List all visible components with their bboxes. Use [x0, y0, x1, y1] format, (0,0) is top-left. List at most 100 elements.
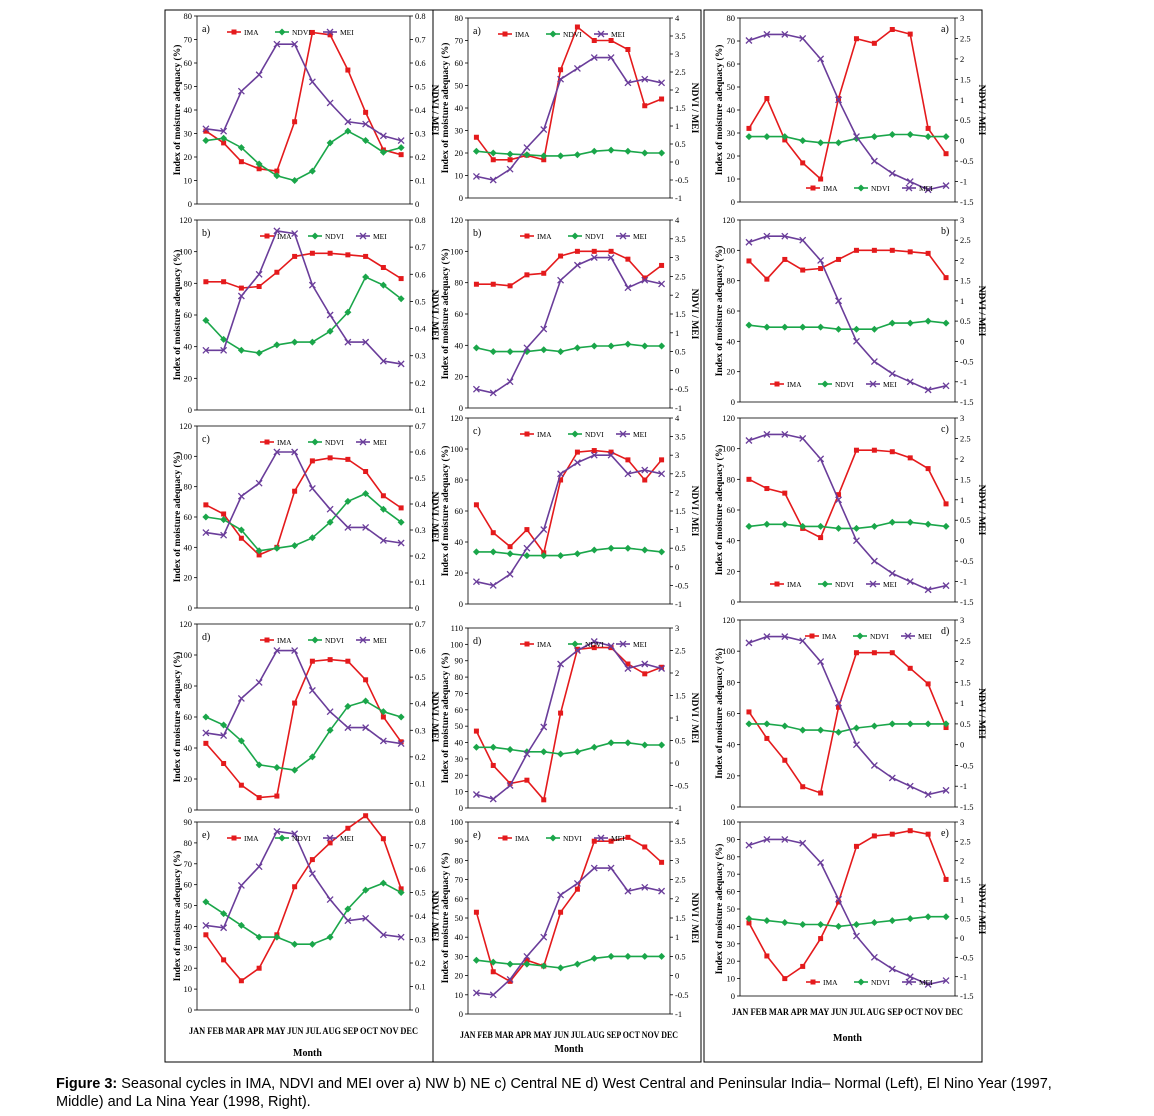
- panel-letter: e): [941, 828, 949, 839]
- right-tick-label: 3.5: [675, 432, 686, 442]
- right-tick-label: 0.7: [415, 35, 426, 45]
- point-ima: [659, 859, 665, 865]
- point-ndvi: [906, 518, 914, 526]
- right-tick-label: -1: [960, 781, 967, 791]
- legend-label-mei: MEI: [919, 978, 933, 987]
- point-ndvi: [624, 340, 632, 348]
- point-mei: [817, 658, 825, 666]
- right-tick-label: 0.1: [415, 176, 426, 186]
- point-ndvi: [506, 150, 514, 158]
- left-tick-label: 120: [179, 215, 192, 225]
- point-ima: [558, 909, 564, 915]
- left-tick-label: 10: [455, 787, 464, 797]
- right-tick-label: 0: [415, 805, 419, 815]
- right-tick-label: 2: [675, 894, 679, 904]
- point-mei: [607, 451, 615, 459]
- left-tick-label: 70: [455, 36, 464, 46]
- point-mei: [237, 694, 245, 702]
- left-tick-label: 100: [722, 817, 735, 827]
- point-ndvi: [472, 548, 480, 556]
- right-tick-label: 1: [675, 932, 679, 942]
- point-ndvi: [506, 550, 514, 558]
- point-mei: [202, 729, 210, 737]
- series-line-ima: [748, 449, 947, 539]
- point-mei: [489, 581, 497, 589]
- right-tick-label: 1: [675, 328, 679, 338]
- point-ima: [558, 710, 564, 716]
- point-ima: [764, 735, 770, 741]
- point-mei: [590, 864, 598, 872]
- right-tick-label: 0.4: [415, 699, 426, 709]
- point-ima: [574, 248, 580, 254]
- left-tick-label: 0: [188, 1005, 192, 1015]
- legend: IMA NDVI MEI: [260, 232, 387, 241]
- point-mei: [745, 841, 753, 849]
- legend-marker-ima: [810, 979, 816, 985]
- point-mei: [658, 887, 666, 895]
- left-tick-label: 20: [455, 568, 464, 578]
- point-ndvi: [237, 526, 245, 534]
- legend-marker-mei: [619, 232, 627, 240]
- right-tick-label: 4: [675, 413, 680, 423]
- point-ima: [363, 677, 369, 683]
- point-ima: [853, 843, 859, 849]
- point-mei: [870, 761, 878, 769]
- right-tick-label: 4: [675, 215, 680, 225]
- point-mei: [817, 859, 825, 867]
- point-mei: [326, 505, 334, 513]
- point-ima: [608, 449, 614, 455]
- point-ndvi: [781, 323, 789, 331]
- right-tick-label: -0.5: [675, 384, 688, 394]
- left-tick-label: 100: [722, 646, 735, 656]
- legend: IMA NDVI MEI: [227, 28, 354, 37]
- right-tick-label: 0.8: [415, 215, 426, 225]
- point-ndvi: [308, 167, 316, 175]
- y2-axis-label: NDVI / MEI: [689, 486, 699, 537]
- point-mei: [506, 165, 514, 173]
- point-mei: [817, 55, 825, 63]
- panel-letter: d): [202, 632, 210, 643]
- panel-letter: e): [473, 830, 481, 841]
- legend-label-ndvi: NDVI: [585, 640, 604, 649]
- legend-marker-ima: [231, 835, 237, 841]
- point-ima: [642, 844, 648, 850]
- point-ndvi: [397, 518, 405, 526]
- right-tick-label: 0.2: [415, 958, 426, 968]
- point-mei: [273, 827, 281, 835]
- point-ndvi: [942, 133, 950, 141]
- point-ima: [836, 256, 842, 262]
- legend-label-ima: IMA: [537, 232, 552, 241]
- right-tick-label: -0.5: [675, 781, 688, 791]
- y2-axis-label: NDVI / MEI: [689, 289, 699, 340]
- point-ima: [642, 671, 648, 677]
- point-mei: [291, 230, 299, 238]
- left-tick-label: 80: [184, 838, 193, 848]
- point-ndvi: [291, 542, 299, 550]
- legend-label-ima: IMA: [537, 430, 552, 439]
- point-mei: [607, 54, 615, 62]
- point-ndvi: [308, 753, 316, 761]
- legend-marker-ima: [502, 31, 508, 37]
- legend-label-ndvi: NDVI: [563, 834, 582, 843]
- chart-right-a: 0 10 20 30 40 50 60 70 80 -1.5 -1 -0.5 0 0.5 1 1.5 2 2.5 3…: [714, 13, 986, 207]
- right-tick-label: 0.1: [415, 577, 426, 587]
- point-ima: [782, 256, 788, 262]
- right-tick-label: 3: [960, 13, 964, 23]
- right-tick-label: 1: [960, 95, 964, 105]
- left-tick-label: 120: [722, 413, 735, 423]
- point-ndvi: [237, 737, 245, 745]
- point-ima: [574, 24, 580, 30]
- point-mei: [237, 292, 245, 300]
- chart-middle-c: 0 20 40 60 80 100 120 -1 -0.5 0 0.5 1 1.5 2 2.5 3 3.5 4 In…: [440, 413, 699, 609]
- panel-letter: b): [202, 228, 210, 239]
- left-tick-label: 40: [184, 542, 193, 552]
- right-tick-label: 0.5: [960, 316, 971, 326]
- right-tick-label: 0.8: [415, 11, 426, 21]
- point-mei: [344, 338, 352, 346]
- legend-label-mei: MEI: [919, 184, 933, 193]
- series-line-ima: [748, 28, 947, 181]
- series-line-ima: [476, 250, 663, 287]
- point-mei: [540, 526, 548, 534]
- point-ndvi: [472, 147, 480, 155]
- legend-label-mei: MEI: [633, 430, 647, 439]
